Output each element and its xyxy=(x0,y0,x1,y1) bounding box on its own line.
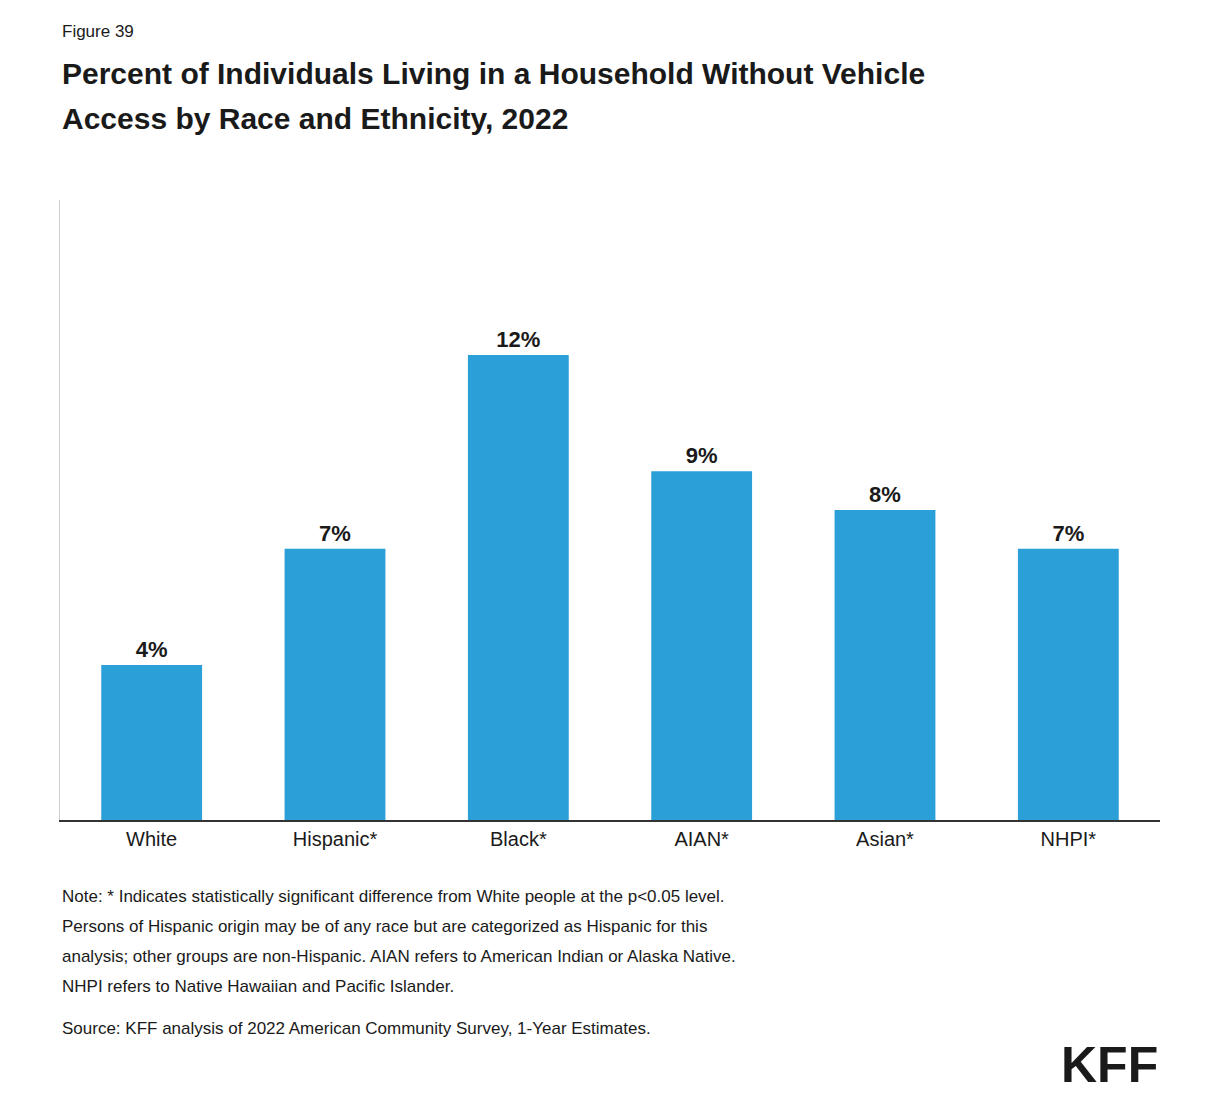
svg-text:Persons of Hispanic origin may: Persons of Hispanic origin may be of any… xyxy=(62,917,707,936)
svg-text:4%: 4% xyxy=(136,637,168,662)
svg-text:White: White xyxy=(126,828,177,850)
svg-text:Figure 39: Figure 39 xyxy=(62,22,134,41)
svg-text:9%: 9% xyxy=(686,443,718,468)
svg-text:NHPI*: NHPI* xyxy=(1041,828,1097,850)
svg-text:Asian*: Asian* xyxy=(856,828,914,850)
svg-text:Note: * Indicates statisticall: Note: * Indicates statistically signific… xyxy=(62,887,725,906)
svg-text:Percent of Individuals Living: Percent of Individuals Living in a House… xyxy=(62,57,925,90)
svg-text:KFF: KFF xyxy=(1061,1037,1158,1093)
svg-text:12%: 12% xyxy=(496,327,540,352)
svg-text:Black*: Black* xyxy=(490,828,547,850)
svg-text:Source: KFF analysis of 2022 A: Source: KFF analysis of 2022 American Co… xyxy=(62,1019,651,1038)
svg-text:Access by Race and Ethnicity,: Access by Race and Ethnicity, 2022 xyxy=(62,102,568,135)
svg-text:analysis; other groups are non: analysis; other groups are non-Hispanic.… xyxy=(62,947,736,966)
svg-text:NHPI refers to Native Hawaiian: NHPI refers to Native Hawaiian and Pacif… xyxy=(62,977,454,996)
svg-text:Hispanic*: Hispanic* xyxy=(293,828,378,850)
svg-text:7%: 7% xyxy=(1052,521,1084,546)
svg-text:8%: 8% xyxy=(869,482,901,507)
svg-text:7%: 7% xyxy=(319,521,351,546)
svg-text:AIAN*: AIAN* xyxy=(674,828,729,850)
